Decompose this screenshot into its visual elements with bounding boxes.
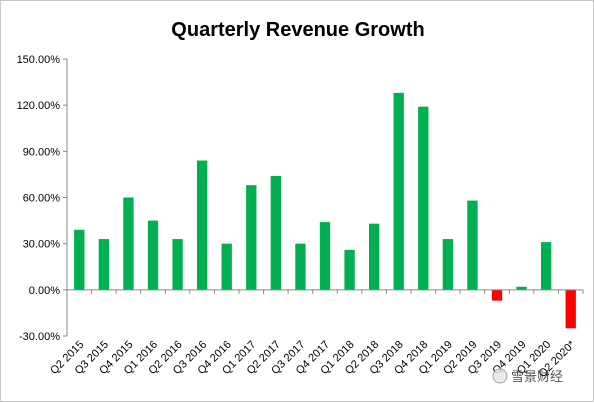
watermark: 雪景财经: [492, 368, 563, 385]
bar-q2-2019: [467, 200, 478, 290]
bar-q2-2015: [74, 229, 85, 290]
bar-q2-2016: [172, 239, 183, 290]
bar-q3-2019: [491, 289, 503, 301]
y-tick-label: 60.00%: [23, 193, 61, 205]
bar-q4-2015: [123, 197, 134, 290]
watermark-text: 雪景财经: [511, 370, 563, 385]
bar-q1-2018: [344, 249, 355, 290]
y-tick-label: 90.00%: [23, 146, 61, 158]
y-tick-label: 0.00%: [29, 285, 60, 297]
bar-q4-2018: [418, 106, 429, 290]
y-axis: -30.00% 0.00% 30.00% 60.00% 90.00% 120.00% 150…: [17, 54, 68, 343]
bars: [74, 92, 576, 329]
y-tick-label: 150.00%: [17, 54, 61, 66]
bar-q4-2019: [516, 286, 527, 290]
bar-q1-2017: [246, 185, 257, 290]
bar-q2-2018: [368, 223, 380, 290]
bar-q3-2017: [295, 243, 306, 290]
y-tick-label: -30.00%: [19, 331, 60, 343]
bar-q4-2017: [319, 222, 331, 290]
bar-q3-2018: [393, 92, 404, 290]
bar-q2-2017: [270, 175, 282, 290]
bar-q1-2019: [442, 239, 454, 290]
bar-q3-2015: [98, 239, 110, 290]
y-tick-label: 120.00%: [17, 100, 61, 112]
bar-q2-2020: [565, 289, 576, 329]
wechat-icon: [492, 368, 508, 384]
bar-q1-2016: [147, 220, 159, 290]
bar-q1-2020: [540, 242, 552, 290]
bar-q4-2016: [221, 243, 232, 290]
chart-title: Quarterly Revenue Growth: [171, 19, 424, 41]
y-tick-label: 30.00%: [23, 239, 61, 251]
bar-q3-2016: [196, 160, 208, 290]
